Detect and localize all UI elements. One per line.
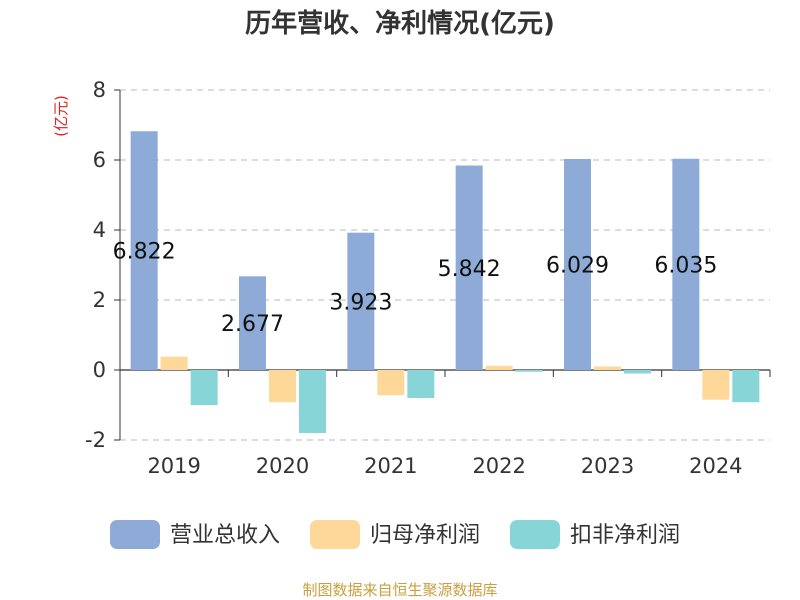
- legend-swatch: [110, 520, 160, 549]
- bar-2019-2: [160, 356, 188, 370]
- bar-2024-2: [702, 370, 730, 400]
- legend-item-3[interactable]: 扣非净利润: [510, 520, 680, 549]
- y-tick-label: 6: [93, 148, 106, 172]
- bar-2024-1: [672, 158, 700, 370]
- bar-2022-3: [515, 370, 543, 372]
- grid-lines: [120, 89, 770, 441]
- y-tick-label: -2: [85, 428, 106, 452]
- bar-2021-2: [377, 370, 405, 396]
- y-tick-label: 4: [93, 218, 106, 242]
- bar-2023-2: [594, 366, 621, 370]
- bar-2023-1: [564, 158, 591, 370]
- legend-item-2[interactable]: 归母净利润: [310, 520, 480, 549]
- data-label: 2.677: [221, 312, 284, 337]
- legend-swatch: [510, 520, 560, 549]
- y-tick-label: 0: [93, 358, 106, 382]
- legend-swatch: [310, 520, 360, 549]
- data-label: 6.822: [113, 240, 176, 265]
- x-tick-label: 2024: [689, 454, 742, 478]
- x-tick-label: 2021: [364, 454, 417, 478]
- chart-title: 历年营收、净利情况(亿元): [245, 8, 555, 39]
- legend-label: 归母净利润: [370, 523, 480, 548]
- x-tick-label: 2019: [147, 454, 200, 478]
- data-label: 5.842: [438, 257, 501, 282]
- data-label: 6.029: [546, 253, 609, 278]
- axes: -2 0 2 4 6 8 2019 2020 2021 2022 2023 2024: [85, 78, 771, 478]
- y-axis-unit-label: (亿元): [52, 95, 70, 137]
- bar-2023-3: [624, 370, 651, 374]
- x-tick-label: 2023: [581, 454, 634, 478]
- bar-2020-1: [239, 276, 266, 370]
- bar-2021-1: [347, 232, 375, 370]
- bar-2022-1: [455, 165, 483, 370]
- data-label: 3.923: [329, 290, 392, 315]
- source-note: 制图数据来自恒生聚源数据库: [302, 581, 497, 599]
- bar-2022-2: [485, 365, 513, 370]
- bar-2019-3: [190, 370, 218, 405]
- bar-2020-2: [269, 370, 296, 403]
- bar-2019-1: [130, 131, 158, 370]
- legend-label: 扣非净利润: [570, 523, 680, 548]
- legend-item-1[interactable]: 营业总收入: [110, 520, 280, 549]
- legend[interactable]: 营业总收入 归母净利润 扣非净利润: [110, 520, 680, 549]
- data-label: 6.035: [654, 253, 717, 278]
- bar-2021-3: [407, 370, 435, 398]
- bar-2020-3: [299, 370, 326, 433]
- data-labels: 6.822 2.677 3.923 5.842 6.029 6.035: [113, 240, 718, 338]
- legend-label: 营业总收入: [170, 523, 280, 548]
- x-tick-label: 2022: [472, 454, 525, 478]
- y-tick-label: 2: [93, 288, 106, 312]
- bar-2024-3: [732, 370, 760, 403]
- y-tick-label: 8: [93, 78, 106, 102]
- bars: [130, 131, 760, 433]
- x-tick-label: 2020: [256, 454, 309, 478]
